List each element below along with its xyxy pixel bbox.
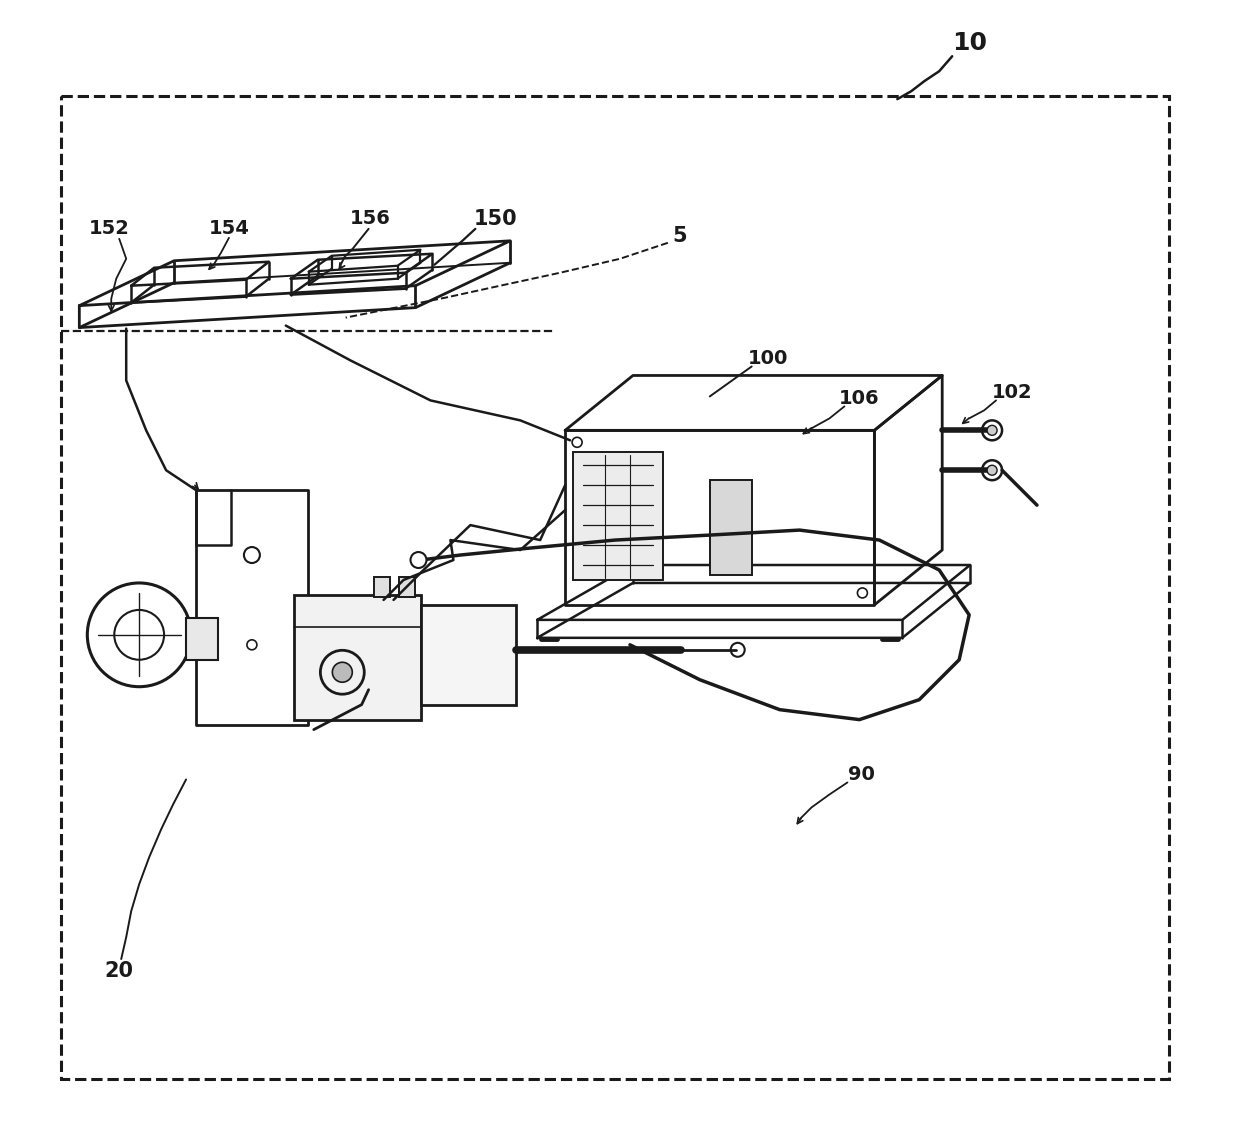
Bar	[61, 96, 1168, 1078]
Circle shape	[410, 552, 427, 568]
Bar	[186, 618, 218, 660]
Bar	[294, 595, 422, 720]
Text: 150: 150	[474, 209, 517, 229]
Text: 10: 10	[951, 32, 987, 56]
Text: 102: 102	[992, 383, 1033, 401]
Text: 156: 156	[350, 210, 391, 228]
Text: 154: 154	[208, 219, 249, 238]
Circle shape	[332, 662, 352, 683]
Bar	[422, 604, 516, 704]
Text: 106: 106	[839, 389, 879, 408]
Bar	[709, 480, 751, 575]
Bar	[373, 577, 389, 596]
Text: 20: 20	[104, 960, 134, 981]
Bar	[398, 577, 414, 596]
Text: 152: 152	[89, 219, 130, 238]
Text: 5: 5	[672, 226, 687, 246]
Text: 90: 90	[848, 765, 875, 784]
Circle shape	[987, 425, 997, 435]
Circle shape	[987, 465, 997, 475]
Bar	[573, 452, 663, 579]
Text: 100: 100	[748, 349, 787, 369]
